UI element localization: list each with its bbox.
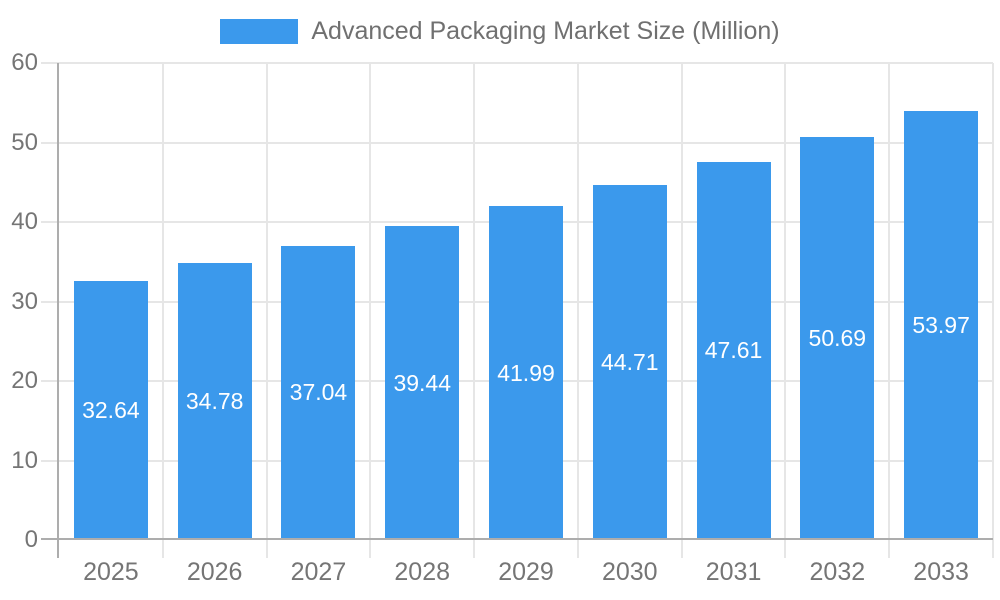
x-axis-tick — [161, 540, 164, 558]
x-axis-tick — [992, 540, 994, 558]
gridline-vertical — [369, 63, 372, 540]
y-axis-label: 60 — [11, 49, 38, 76]
y-axis-label: 50 — [11, 128, 38, 156]
x-axis-tick — [888, 540, 891, 558]
y-axis-tick — [41, 459, 59, 462]
y-axis-label: 20 — [11, 367, 38, 394]
legend-swatch — [220, 19, 299, 44]
bar-2029[interactable]: 41.99 — [489, 206, 563, 540]
gridline-vertical — [888, 63, 891, 540]
x-axis-label: 2030 — [601, 558, 658, 586]
x-axis-label: 2033 — [913, 558, 969, 586]
bar-2026[interactable]: 34.78 — [177, 263, 252, 540]
x-axis-label: 2031 — [705, 558, 762, 586]
y-axis-label: 40 — [11, 208, 38, 235]
y-axis-line — [57, 63, 59, 558]
bar-2032[interactable]: 50.69 — [800, 137, 875, 540]
x-axis-tick — [680, 540, 683, 558]
y-axis-tick — [41, 221, 59, 223]
bar-value-label: 34.78 — [185, 388, 244, 415]
gridline-vertical — [576, 63, 579, 540]
y-axis-tick — [41, 380, 59, 382]
x-axis-tick — [369, 540, 372, 558]
gridline-horizontal — [59, 141, 993, 144]
bar-value-label: 37.04 — [289, 379, 348, 406]
bar-value-label: 44.71 — [600, 348, 659, 375]
bar-value-label: 32.64 — [82, 396, 140, 423]
bar-2030[interactable]: 44.71 — [592, 184, 667, 540]
bar-value-label: 39.44 — [393, 369, 451, 396]
gridline-vertical — [784, 63, 787, 540]
y-axis-tick — [41, 141, 59, 144]
y-axis-label: 30 — [11, 287, 38, 315]
bar-value-label: 50.69 — [808, 324, 867, 351]
bar-2025[interactable]: 32.64 — [73, 280, 148, 540]
x-axis-label: 2028 — [394, 558, 451, 586]
bar-value-label: 41.99 — [497, 359, 555, 386]
x-axis-label: 2032 — [809, 558, 866, 586]
y-axis-tick — [41, 62, 59, 64]
y-axis-label: 0 — [24, 526, 38, 553]
x-axis-tick — [473, 540, 476, 558]
legend[interactable]: Advanced Packaging Market Size (Million) — [0, 17, 1000, 46]
legend-series-label: Advanced Packaging Market Size (Million) — [311, 17, 780, 45]
x-axis-label: 2025 — [83, 558, 139, 586]
bar-2027[interactable]: 37.04 — [281, 245, 356, 540]
gridline-horizontal — [59, 62, 993, 64]
x-axis-line — [41, 538, 993, 540]
x-axis-label: 2029 — [498, 558, 554, 586]
x-axis-tick — [576, 540, 579, 558]
bar-2033[interactable]: 53.97 — [904, 110, 979, 540]
gridline-vertical — [473, 63, 476, 540]
gridline-vertical — [992, 63, 994, 540]
bar-value-label: 53.97 — [912, 311, 970, 338]
y-axis-label: 10 — [11, 446, 38, 474]
gridline-vertical — [161, 63, 164, 540]
bar-2031[interactable]: 47.61 — [696, 161, 771, 540]
bar-value-label: 47.61 — [704, 337, 763, 364]
gridline-vertical — [265, 63, 268, 540]
x-axis-tick — [784, 540, 787, 558]
bar-2028[interactable]: 39.44 — [385, 226, 460, 540]
x-axis-label: 2027 — [290, 558, 347, 586]
gridline-vertical — [680, 63, 683, 540]
x-axis-label: 2026 — [186, 558, 243, 586]
y-axis-tick — [41, 300, 59, 303]
x-axis-tick — [265, 540, 268, 558]
